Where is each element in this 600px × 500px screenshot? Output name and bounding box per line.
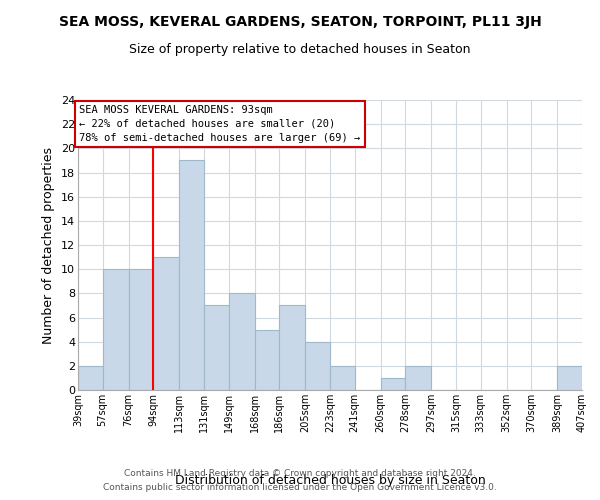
Bar [406,366,431,390]
Y-axis label: Number of detached properties: Number of detached properties [43,146,55,344]
Text: SEA MOSS, KEVERAL GARDENS, SEATON, TORPOINT, PL11 3JH: SEA MOSS, KEVERAL GARDENS, SEATON, TORPO… [59,15,541,29]
Bar [229,294,254,390]
Bar [128,269,154,390]
Text: Size of property relative to detached houses in Seaton: Size of property relative to detached ho… [129,42,471,56]
Bar [179,160,204,390]
Bar [254,330,280,390]
Bar [103,269,128,390]
Bar [280,306,305,390]
Text: Contains HM Land Registry data © Crown copyright and database right 2024.: Contains HM Land Registry data © Crown c… [124,468,476,477]
Bar [154,257,179,390]
Text: Contains public sector information licensed under the Open Government Licence v3: Contains public sector information licen… [103,484,497,492]
Text: SEA MOSS KEVERAL GARDENS: 93sqm
← 22% of detached houses are smaller (20)
78% of: SEA MOSS KEVERAL GARDENS: 93sqm ← 22% of… [79,105,361,143]
Bar [557,366,582,390]
Bar [305,342,330,390]
Bar [78,366,103,390]
X-axis label: Distribution of detached houses by size in Seaton: Distribution of detached houses by size … [175,474,485,487]
Bar [380,378,406,390]
Bar [204,306,229,390]
Bar [330,366,355,390]
